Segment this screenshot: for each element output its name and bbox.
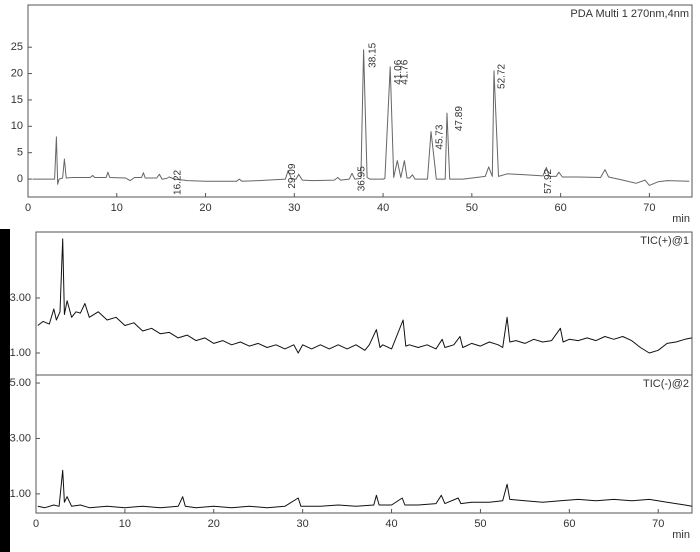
- peak-label: 29.09: [287, 163, 298, 188]
- y-tick-label: 10: [11, 120, 23, 132]
- x-tick-label: 10: [111, 202, 123, 214]
- y-tick-label: 5.00: [10, 377, 31, 389]
- x-tick-label: 30: [288, 202, 300, 214]
- peak-label: 45.73: [435, 124, 446, 149]
- left-bar: [0, 229, 10, 552]
- trace: [32, 49, 690, 186]
- x-tick-label: 10: [119, 518, 131, 530]
- peak-label: 16.22: [173, 169, 184, 194]
- trace: [37, 469, 693, 509]
- plot-frame: [27, 4, 693, 198]
- x-tick-label: 60: [554, 202, 566, 214]
- y-tick-label: 25: [11, 41, 23, 53]
- x-tick-label: 50: [474, 518, 486, 530]
- y-tick-label: 3.00: [10, 432, 31, 444]
- peak-label: 41.06: [393, 59, 404, 84]
- peak-label: 52.72: [497, 63, 508, 88]
- x-tick-label: 0: [25, 202, 31, 214]
- x-tick-label: 20: [208, 518, 220, 530]
- y-tick-label: 1.00: [10, 488, 31, 500]
- plot-frame: [35, 374, 693, 514]
- panel-title: PDA Multi 1 270nm,4nm: [570, 8, 689, 20]
- x-tick-label: 70: [652, 518, 664, 530]
- x-tick-label: 20: [199, 202, 211, 214]
- y-tick-label: 5: [17, 147, 23, 159]
- peak-label: 47.89: [454, 106, 465, 131]
- x-tick-label: 40: [385, 518, 397, 530]
- trace: [37, 238, 693, 354]
- y-tick-label: 3.00: [10, 292, 31, 304]
- y-tick-label: 0: [17, 173, 23, 185]
- x-axis-label: min: [672, 213, 690, 225]
- panel-title: TIC(+)@1: [640, 235, 689, 247]
- x-tick-label: 70: [643, 202, 655, 214]
- x-tick-label: 30: [297, 518, 309, 530]
- y-tick-label: 20: [11, 67, 23, 79]
- peak-label: 36.95: [357, 166, 368, 191]
- y-tick-label: 15: [11, 94, 23, 106]
- panel-title: TIC(-)@2: [643, 378, 689, 390]
- peak-label: 38.15: [367, 42, 378, 67]
- x-tick-label: 50: [466, 202, 478, 214]
- peak-label: 41.76: [399, 59, 410, 84]
- peak-label: 57.92: [543, 168, 554, 193]
- x-tick-label: 60: [563, 518, 575, 530]
- y-tick-label: 1.00: [10, 347, 31, 359]
- x-tick-label: 0: [33, 518, 39, 530]
- x-tick-label: 40: [377, 202, 389, 214]
- x-axis-label: min: [672, 529, 690, 541]
